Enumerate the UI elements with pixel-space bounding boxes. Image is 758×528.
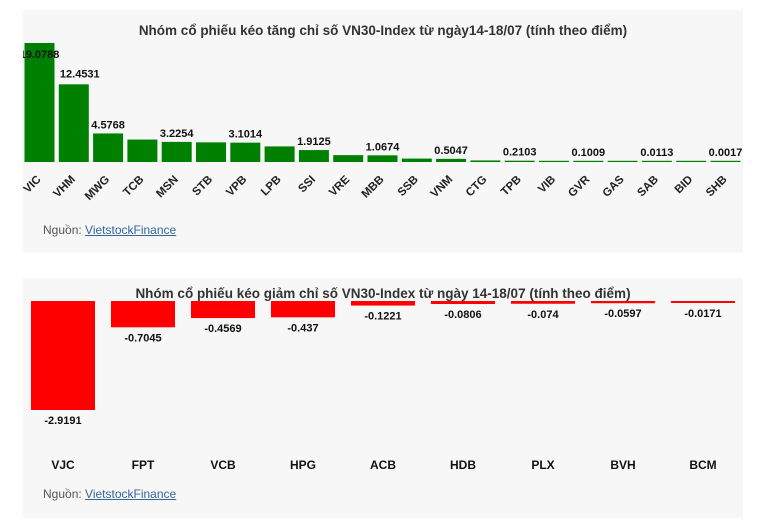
tick-label-tcb: TCB — [121, 174, 146, 199]
tick-label-lpb: LPB — [259, 174, 284, 199]
tick-label-vnm: VNM — [429, 174, 456, 201]
tick-label-vjc: VJC — [51, 458, 75, 472]
loss-source-link[interactable]: VietstockFinance — [85, 487, 177, 501]
data-label-tpb: 0.2103 — [503, 147, 537, 159]
tick-label-ssi: SSI — [296, 174, 318, 196]
loss-source-prefix: Nguồn: — [43, 487, 86, 501]
loss-chart-panel: -2.9191 VJC -0.7045 FPT -0.4569 VCB -0.437 HPG -… — [23, 278, 743, 518]
tick-label-sab: SAB — [635, 174, 661, 200]
tick-label-tpb: TPB — [499, 174, 524, 199]
data-label-bvh: -0.0597 — [604, 308, 641, 320]
bar-mbb — [367, 155, 398, 162]
gain-chart-panel: 19.0788 VIC VHM 4.5768 MWG TCB 3.2254 MSN STB 3.1… — [23, 10, 743, 253]
data-label-gvr: 0.1009 — [571, 147, 605, 159]
bar-vjc — [31, 301, 95, 410]
tick-label-gvr: GVR — [566, 173, 593, 200]
tick-label-bid: BID — [673, 174, 695, 196]
bar-tcb — [127, 139, 158, 162]
tick-label-fpt: FPT — [132, 458, 155, 472]
bar-ssb — [401, 158, 432, 162]
tick-label-msn: MSN — [154, 174, 181, 201]
bar-acb — [351, 301, 415, 306]
data-label-hdb: -0.0806 — [444, 309, 481, 321]
bar-vcb — [191, 301, 255, 319]
tick-label-mwg: MWG — [83, 174, 112, 203]
bar-vib — [539, 160, 569, 162]
loss-chart-svg: -2.9191 VJC -0.7045 FPT -0.4569 VCB -0.437 HPG -… — [31, 301, 735, 472]
gain-chart-title: Nhóm cổ phiếu kéo tăng chỉ số VN30-Index… — [138, 23, 628, 38]
bar-gas — [607, 160, 638, 162]
loss-chart-title: Nhóm cổ phiếu kéo giảm chỉ số VN30-Index… — [135, 286, 631, 301]
tick-label-vic: VIC — [23, 174, 44, 196]
bar-plx — [511, 301, 575, 304]
bar-lpb — [264, 146, 295, 162]
data-label-vhm: 12.4531 — [60, 68, 100, 80]
tick-label-plx: PLX — [531, 458, 554, 472]
tick-label-shb: SHB — [704, 174, 730, 200]
data-label-vjc: -2.9191 — [44, 415, 81, 427]
bar-hpg — [271, 301, 335, 318]
tick-label-vpb: VPB — [224, 174, 249, 199]
bar-ctg — [470, 160, 501, 162]
data-label-sab: 0.0113 — [640, 147, 673, 159]
tick-label-vib: VIB — [536, 174, 558, 196]
gain-source-line: Nguồn: VietstockFinance — [43, 223, 176, 237]
data-label-fpt: -0.7045 — [124, 332, 161, 344]
data-label-vpb: 3.1014 — [228, 129, 263, 141]
bar-vnm — [436, 158, 467, 162]
data-label-vic: 19.0788 — [23, 49, 59, 61]
bar-bvh — [591, 301, 655, 304]
data-label-hpg: -0.437 — [287, 322, 318, 334]
bar-bcm — [671, 301, 735, 303]
data-label-bcm: -0.0171 — [684, 308, 721, 320]
data-label-mbb: 1.0674 — [366, 141, 401, 153]
bar-ssi — [298, 150, 329, 162]
tick-label-gas: GAS — [601, 173, 627, 199]
data-label-mwg: 4.5768 — [91, 119, 125, 131]
tick-label-ssb: SSB — [396, 174, 421, 199]
tick-label-bvh: BVH — [610, 458, 635, 472]
bar-bid — [676, 160, 707, 162]
gain-source-link[interactable]: VietstockFinance — [85, 223, 177, 237]
tick-label-acb: ACB — [370, 458, 396, 472]
data-label-shb: 0.0017 — [709, 147, 743, 159]
loss-source-line: Nguồn: VietstockFinance — [43, 487, 176, 501]
bar-vhm — [58, 84, 89, 162]
tick-label-vhm: VHM — [51, 174, 78, 201]
bar-sab — [641, 160, 672, 162]
tick-label-stb: STB — [190, 174, 215, 199]
gain-chart-svg: 19.0788 VIC VHM 4.5768 MWG TCB 3.2254 MSN STB 3.1… — [23, 43, 743, 203]
tick-label-vre: VRE — [327, 173, 352, 198]
bar-shb — [710, 160, 741, 162]
data-label-acb: -0.1221 — [364, 311, 401, 323]
bar-fpt — [111, 301, 175, 328]
tick-label-vcb: VCB — [210, 458, 236, 472]
tick-label-hpg: HPG — [290, 458, 316, 472]
bar-stb — [196, 142, 226, 162]
data-label-msn: 3.2254 — [160, 128, 195, 140]
bar-msn — [161, 141, 192, 162]
tick-label-bcm: BCM — [689, 458, 716, 472]
data-label-plx: -0.074 — [527, 309, 559, 321]
bar-gvr — [573, 160, 604, 162]
bar-vpb — [230, 142, 261, 162]
data-label-ssi: 1.9125 — [297, 136, 331, 148]
bar-vre — [333, 155, 364, 162]
gain-source-prefix: Nguồn: — [43, 223, 86, 237]
tick-label-hdb: HDB — [450, 458, 476, 472]
bar-mwg — [93, 133, 124, 162]
data-label-vnm: 0.5047 — [434, 145, 468, 157]
bar-hdb — [431, 301, 495, 305]
tick-label-ctg: CTG — [464, 174, 490, 200]
data-label-vcb: -0.4569 — [204, 323, 241, 335]
bar-tpb — [504, 160, 535, 162]
bar-vic — [24, 43, 55, 162]
tick-label-mbb: MBB — [360, 174, 387, 201]
